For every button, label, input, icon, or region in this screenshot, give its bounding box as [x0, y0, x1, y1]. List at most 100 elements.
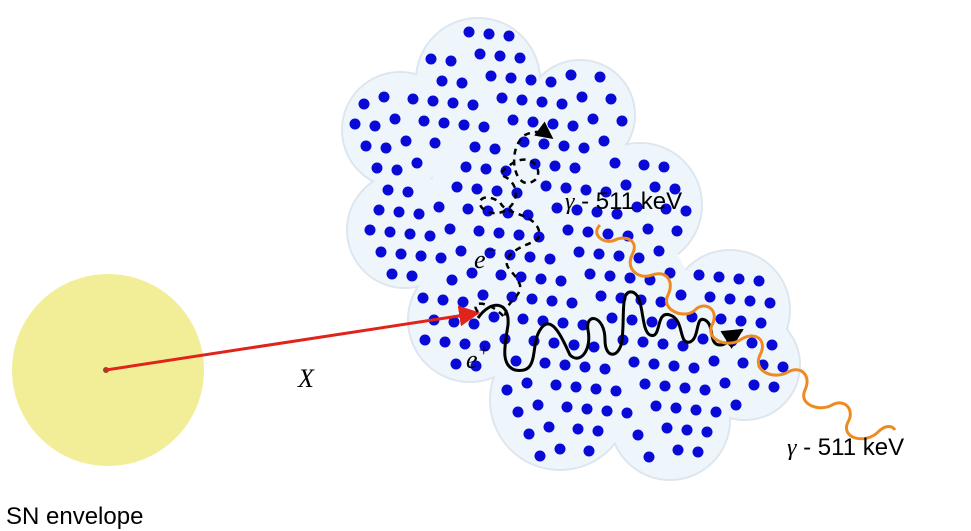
electron-dot	[639, 378, 651, 390]
electron-dot	[418, 115, 430, 127]
electron-dot	[688, 362, 700, 374]
electron-dot	[488, 311, 500, 323]
electron-dot	[427, 95, 439, 107]
electron-dot	[753, 275, 765, 287]
electron-dot	[653, 245, 665, 257]
electron-dot	[380, 142, 392, 154]
electron-dot	[424, 230, 436, 242]
electron-dot	[675, 289, 687, 301]
electron-dot	[598, 135, 610, 147]
electron-dot	[496, 92, 508, 104]
electron-dot	[613, 250, 625, 262]
electron-dot	[470, 360, 482, 372]
electron-dot	[349, 118, 361, 130]
electron-dot	[681, 424, 693, 436]
electron-dot	[413, 208, 425, 220]
electron-dot	[364, 224, 376, 236]
electron-dot	[546, 295, 558, 307]
electron-dot	[404, 228, 416, 240]
electron-dot	[692, 446, 704, 458]
electron-dot	[679, 382, 691, 394]
electron-dot	[670, 402, 682, 414]
electron-dot	[484, 247, 496, 259]
electron-dot	[591, 206, 603, 218]
electron-dot	[715, 313, 727, 325]
electron-dot	[527, 116, 539, 128]
electron-dot	[655, 296, 667, 308]
electron-dot	[697, 333, 709, 345]
electron-dot	[534, 450, 546, 462]
electron-dot	[668, 360, 680, 372]
electron-dot	[505, 72, 517, 84]
electron-dot	[637, 336, 649, 348]
electron-dot	[406, 270, 418, 282]
electron-dot	[594, 71, 606, 83]
electron-dot	[671, 225, 683, 237]
electron-dot	[455, 245, 467, 257]
electron-dot	[548, 337, 560, 349]
electron-dot	[628, 356, 640, 368]
electron-dot	[580, 184, 592, 196]
electron-dot	[543, 421, 555, 433]
electron-dot	[482, 205, 494, 217]
electron-dot	[616, 115, 628, 127]
electron-dot	[391, 164, 403, 176]
electron-dot	[602, 228, 614, 240]
electron-dot	[724, 293, 736, 305]
electron-dot	[382, 184, 394, 196]
electron-dot	[626, 314, 638, 326]
electron-dot	[474, 48, 486, 60]
electron-dot	[658, 161, 670, 173]
electron-dot	[566, 297, 578, 309]
electron-dot	[547, 118, 559, 130]
electron-dot	[450, 358, 462, 370]
electron-dot	[610, 385, 622, 397]
electron-dot	[578, 142, 590, 154]
electron-dot	[669, 183, 681, 195]
electron-dot	[445, 55, 457, 67]
electron-dot	[459, 338, 471, 350]
electron-dot	[407, 93, 419, 105]
electron-dot	[503, 30, 515, 42]
electron-dot	[672, 444, 684, 456]
electron-dot	[477, 289, 489, 301]
electron-dot	[554, 443, 566, 455]
electron-dot	[605, 93, 617, 105]
gamma-wave-bottom	[709, 324, 897, 441]
electron-dot	[510, 355, 522, 367]
x-particle-arrow	[105, 305, 481, 372]
electron-dot	[501, 384, 513, 396]
electron-dot	[606, 312, 618, 324]
electron-dot	[358, 98, 370, 110]
electron-dot	[523, 428, 535, 440]
electron-dot	[557, 317, 569, 329]
electron-dot	[466, 267, 478, 279]
electron-dot	[480, 163, 492, 175]
electron-dot	[545, 76, 557, 88]
electron-dot	[642, 223, 654, 235]
electron-dot	[429, 137, 441, 149]
electron-dot	[538, 138, 550, 150]
electron-dot	[581, 403, 593, 415]
electron-dot	[435, 252, 447, 264]
electron-dot	[371, 162, 383, 174]
electron-dot	[494, 50, 506, 62]
electron-dot	[457, 296, 469, 308]
electron-dot	[378, 91, 390, 103]
electron-dot	[462, 203, 474, 215]
electron-dot	[701, 426, 713, 438]
positron-track	[476, 290, 744, 372]
electron-dot	[599, 363, 611, 375]
electron-dot	[699, 384, 711, 396]
electron-dot	[419, 334, 431, 346]
electron-dot	[593, 248, 605, 260]
electron-dot	[582, 226, 594, 238]
electron-dot	[402, 186, 414, 198]
electron-dot	[425, 53, 437, 65]
electron-dot	[535, 273, 547, 285]
electron-dot	[595, 290, 607, 302]
electron-dot	[525, 74, 537, 86]
electron-dot	[375, 246, 387, 258]
electron-dot	[661, 422, 673, 434]
